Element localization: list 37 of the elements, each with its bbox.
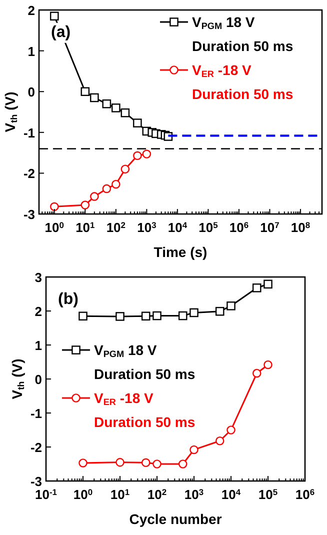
x-axis-title: Cycle number [129, 511, 222, 527]
x-tick-label: 10$^{2}$ [147, 487, 167, 502]
x-tick-label: 10$^{1}$ [76, 220, 96, 235]
x-tick-label: 10$^{6}$ [295, 487, 315, 502]
x-tick-label: 10$^{8}$ [290, 220, 310, 235]
legend-label: V$_{PGM}$ 18 V Duration 50 ms [94, 342, 196, 382]
x-tick-label: 10$^{1}$ [110, 487, 130, 502]
legend-label: V$_{PGM}$ 18 V Duration 50 ms [192, 14, 294, 54]
x-tick-label: 10$^{5}$ [258, 487, 278, 502]
x-tick-label: 10$^{0}$ [73, 487, 93, 502]
annotation: (b) [58, 291, 78, 308]
y-tick-label: 0 [34, 372, 42, 387]
y-tick-label: 2 [28, 3, 35, 18]
x-tick-label: 10$^{6}$ [229, 220, 249, 235]
y-tick-label: 1 [34, 338, 42, 353]
y-tick-label: 0 [28, 84, 35, 100]
x-tick-label: 10$^{5}$ [198, 220, 218, 235]
x-axis-title: Time (s) [154, 244, 208, 260]
legend-label: V$_{ER}$ -18 V Duration 50 ms [192, 62, 294, 102]
x-tick-label: 10$^{3}$ [184, 487, 204, 502]
y-tick-label: 1 [28, 44, 35, 59]
x-tick-label: 10$^{0}$ [44, 220, 64, 235]
y-tick-label: -3 [23, 207, 35, 222]
y-tick-label: -3 [30, 474, 42, 489]
y-tick-label: -2 [23, 166, 35, 182]
x-tick-label: 10$^{4}$ [221, 487, 241, 502]
x-tick-label: 10$^{7}$ [260, 220, 280, 235]
y-tick-label: -1 [30, 406, 42, 421]
y-tick-label: 2 [34, 304, 42, 319]
y-tick-label: -1 [23, 125, 35, 140]
x-tick-label: 10$^{3}$ [137, 220, 157, 235]
x-tick-label: 10$^{4}$ [168, 220, 188, 235]
legend-label: V$_{ER}$ -18 V Duration 50 ms [94, 390, 196, 430]
y-tick-label: -2 [30, 440, 42, 455]
x-tick-label: 10$^{2}$ [106, 220, 126, 235]
x-tick-label: 10$^{-1}$ [35, 487, 58, 502]
y-tick-label: 3 [34, 270, 42, 285]
